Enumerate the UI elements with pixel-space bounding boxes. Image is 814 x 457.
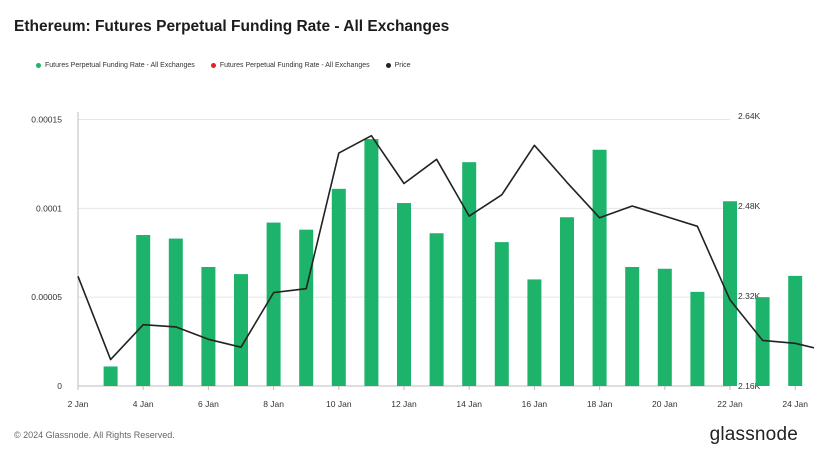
legend-label: Futures Perpetual Funding Rate - All Exc… — [219, 62, 370, 69]
y-left-tick-label: 0 — [57, 381, 62, 391]
funding-rate-bar — [657, 268, 672, 386]
funding-rate-bar — [592, 149, 607, 386]
y-left-tick-label: 0.00015 — [31, 115, 62, 125]
y-right-tick-label: 2.64K — [738, 111, 761, 121]
legend-item-funding-rate[interactable]: Futures Perpetual Funding Rate - All Exc… — [36, 62, 195, 69]
chart-legend: Futures Perpetual Funding Rate - All Exc… — [36, 62, 411, 69]
funding-rate-bar — [103, 366, 118, 386]
funding-rate-bar — [429, 233, 444, 386]
funding-rate-bar — [234, 274, 248, 386]
x-tick-label: 16 Jan — [522, 399, 548, 409]
legend-item-funding-rate-negative[interactable]: Futures Perpetual Funding Rate - All Exc… — [210, 62, 370, 69]
x-tick-label: 20 Jan — [652, 399, 678, 409]
x-tick-label: 10 Jan — [326, 399, 352, 409]
x-tick-label: 18 Jan — [587, 399, 613, 409]
x-tick-label: 22 Jan — [717, 399, 743, 409]
funding-rate-bar — [723, 201, 737, 386]
legend-dot-black — [385, 63, 391, 68]
chart-title: Ethereum: Futures Perpetual Funding Rate… — [14, 18, 450, 35]
x-tick-label: 4 Jan — [133, 399, 154, 409]
funding-rate-bar — [364, 139, 379, 386]
funding-rate-bar — [397, 203, 411, 386]
funding-rate-bar — [560, 217, 574, 386]
x-tick-label: 6 Jan — [198, 399, 219, 409]
y-right-tick-label: 2.48K — [738, 201, 761, 211]
brand-logo: glassnode — [709, 424, 798, 445]
x-tick-label: 12 Jan — [391, 399, 417, 409]
legend-label: Futures Perpetual Funding Rate - All Exc… — [45, 62, 195, 69]
funding-rate-bar — [788, 275, 803, 386]
funding-rate-bar — [136, 235, 151, 386]
funding-rate-bar — [755, 297, 770, 386]
y-right-tick-label: 2.16K — [738, 381, 761, 391]
legend-dot-green — [36, 63, 41, 68]
y-left-tick-label: 0.0001 — [36, 203, 62, 213]
funding-rate-bar — [168, 238, 183, 386]
funding-rate-bar — [527, 279, 542, 386]
x-tick-label: 8 Jan — [263, 399, 284, 409]
legend-label: Price — [394, 62, 411, 69]
funding-rate-bar — [299, 229, 314, 386]
legend-item-price[interactable]: Price — [385, 62, 411, 69]
legend-dot-red — [210, 63, 216, 68]
x-tick-label: 24 Jan — [782, 399, 808, 409]
funding-rate-bar — [266, 222, 281, 386]
funding-rate-bar — [331, 188, 346, 386]
funding-rate-bar — [625, 266, 640, 386]
x-tick-label: 2 Jan — [68, 399, 89, 409]
funding-rate-bar — [462, 162, 477, 386]
funding-rate-bar — [494, 242, 509, 386]
y-left-tick-label: 0.00005 — [31, 292, 62, 302]
x-tick-label: 14 Jan — [456, 399, 482, 409]
price-line — [77, 134, 814, 361]
funding-rate-bar — [690, 291, 705, 386]
y-right-tick-label: 2.32K — [738, 291, 761, 301]
copyright-footer: © 2024 Glassnode. All Rights Reserved. — [14, 430, 175, 440]
funding-rate-bar — [201, 266, 216, 386]
